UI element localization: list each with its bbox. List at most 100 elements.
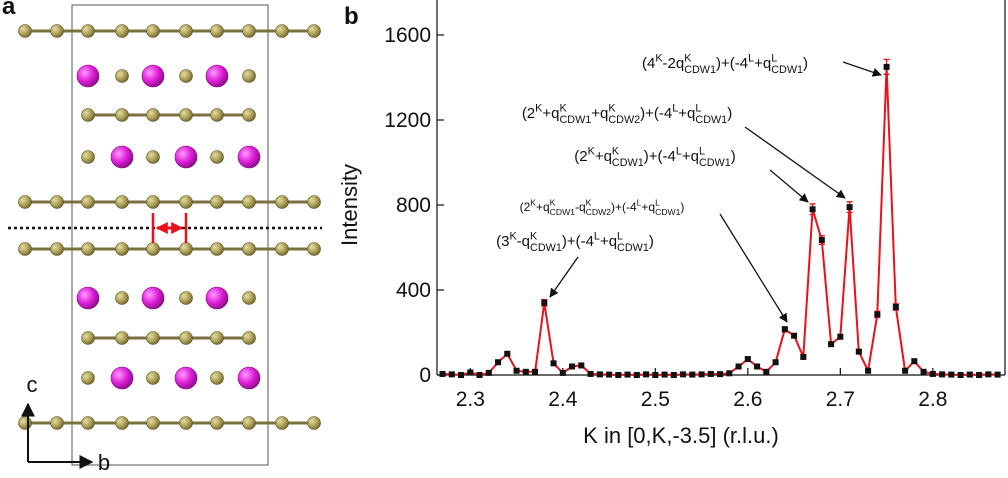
annotation-part: -q xyxy=(517,233,530,250)
atom-large xyxy=(174,366,198,390)
data-point xyxy=(476,372,483,378)
annotation-part: )+(-4 xyxy=(644,148,676,165)
data-point xyxy=(976,372,983,378)
annotation-arrow xyxy=(744,126,846,199)
data-point xyxy=(744,356,751,363)
atom-large xyxy=(76,64,100,88)
atom-small xyxy=(179,291,193,305)
annotation-part: K xyxy=(559,102,567,114)
data-point xyxy=(606,371,613,378)
annotation-arrow xyxy=(769,169,809,203)
annotation-part: K xyxy=(612,145,620,157)
annotation-part: (2 xyxy=(574,148,587,165)
data-point xyxy=(763,368,770,375)
data-point xyxy=(522,368,529,375)
axis-label: b xyxy=(98,450,110,475)
data-point xyxy=(726,370,733,377)
annotation-part: CDW1 xyxy=(684,64,716,76)
atom-small xyxy=(210,242,224,256)
data-point xyxy=(929,370,936,377)
atom-small xyxy=(307,242,321,256)
data-point xyxy=(652,372,659,378)
annotation-part: +q xyxy=(678,105,695,122)
data-point xyxy=(846,204,853,211)
data-point xyxy=(754,363,761,370)
annotation-part: CDW1 xyxy=(550,207,576,217)
data-point xyxy=(855,348,862,355)
atom-large xyxy=(205,64,229,88)
panel-label: a xyxy=(2,0,16,20)
y-tick-label: 800 xyxy=(396,194,431,217)
data-point xyxy=(994,371,1001,378)
data-point xyxy=(865,367,872,374)
atom-small xyxy=(115,69,129,83)
data-point xyxy=(513,367,520,374)
atom-small xyxy=(242,108,256,122)
annotation-part: L xyxy=(655,198,660,208)
data-point xyxy=(920,368,927,375)
annotation-arrow xyxy=(549,256,579,298)
annotation-part: -q xyxy=(575,200,586,214)
annotation-part: CDW1 xyxy=(699,157,731,169)
annotation-part: CDW1 xyxy=(612,157,644,169)
atom-large xyxy=(237,366,261,390)
annotation-part: L xyxy=(617,230,623,242)
data-point xyxy=(809,206,816,213)
atom-small xyxy=(18,24,32,38)
data-point xyxy=(883,63,890,70)
panel-label: b xyxy=(344,3,359,30)
atom-small xyxy=(242,331,256,345)
atom-small xyxy=(179,195,193,209)
atom-small xyxy=(210,331,224,345)
annotation-part: +q xyxy=(536,200,550,214)
annotation: (2K+qK CDW1-qK CDW2)+(-4L+qL CDW1) xyxy=(520,198,685,217)
atom-small xyxy=(242,291,256,305)
y-tick-label: 1200 xyxy=(384,109,431,132)
data-point xyxy=(596,371,603,378)
atom-small xyxy=(81,416,95,430)
annotation-part: +q xyxy=(641,200,655,214)
atom-small xyxy=(146,416,160,430)
atom-small xyxy=(179,331,193,345)
annotation-part: CDW1 xyxy=(695,114,727,126)
atom-small xyxy=(115,242,129,256)
annotation-part: K xyxy=(684,52,692,64)
x-tick-label: 2.4 xyxy=(548,388,578,411)
atom-small xyxy=(210,195,224,209)
atom-small xyxy=(81,150,95,164)
atom-small xyxy=(146,371,160,385)
atom-small xyxy=(179,242,193,256)
atom-small xyxy=(210,150,224,164)
atom-small xyxy=(146,108,160,122)
annotation: (2K+qK CDW1+qK CDW2)+(-4L+qL CDW1) xyxy=(522,102,732,126)
annotation-part: L xyxy=(695,102,701,114)
atom-small xyxy=(50,242,64,256)
data-point xyxy=(661,371,668,378)
unit-cell xyxy=(71,4,269,466)
annotation-part: (3 xyxy=(496,233,509,250)
annotation-part: L xyxy=(771,52,777,64)
annotation-arrow xyxy=(842,61,882,77)
atom-small xyxy=(115,108,129,122)
atom-small xyxy=(179,108,193,122)
atom-small xyxy=(81,331,95,345)
annotation-part: )+(-4 xyxy=(640,105,672,122)
atom-small xyxy=(146,195,160,209)
data-point xyxy=(800,353,807,360)
annotation-part: CDW1 xyxy=(655,207,681,217)
atom-small xyxy=(50,416,64,430)
data-point xyxy=(578,362,585,369)
data-point xyxy=(837,333,844,340)
annotation-part: +q xyxy=(754,55,771,72)
atom-small xyxy=(18,195,32,209)
annotation-part: )+(-4 xyxy=(611,200,637,214)
atom-small xyxy=(179,416,193,430)
data-point xyxy=(698,371,705,378)
data-point xyxy=(439,370,446,377)
atom-small xyxy=(115,291,129,305)
atom-large xyxy=(141,286,165,310)
annotation-part: )+(-4 xyxy=(716,55,748,72)
y-tick-label: 1600 xyxy=(384,24,431,47)
atom-small xyxy=(18,416,32,430)
data-point xyxy=(717,371,724,378)
